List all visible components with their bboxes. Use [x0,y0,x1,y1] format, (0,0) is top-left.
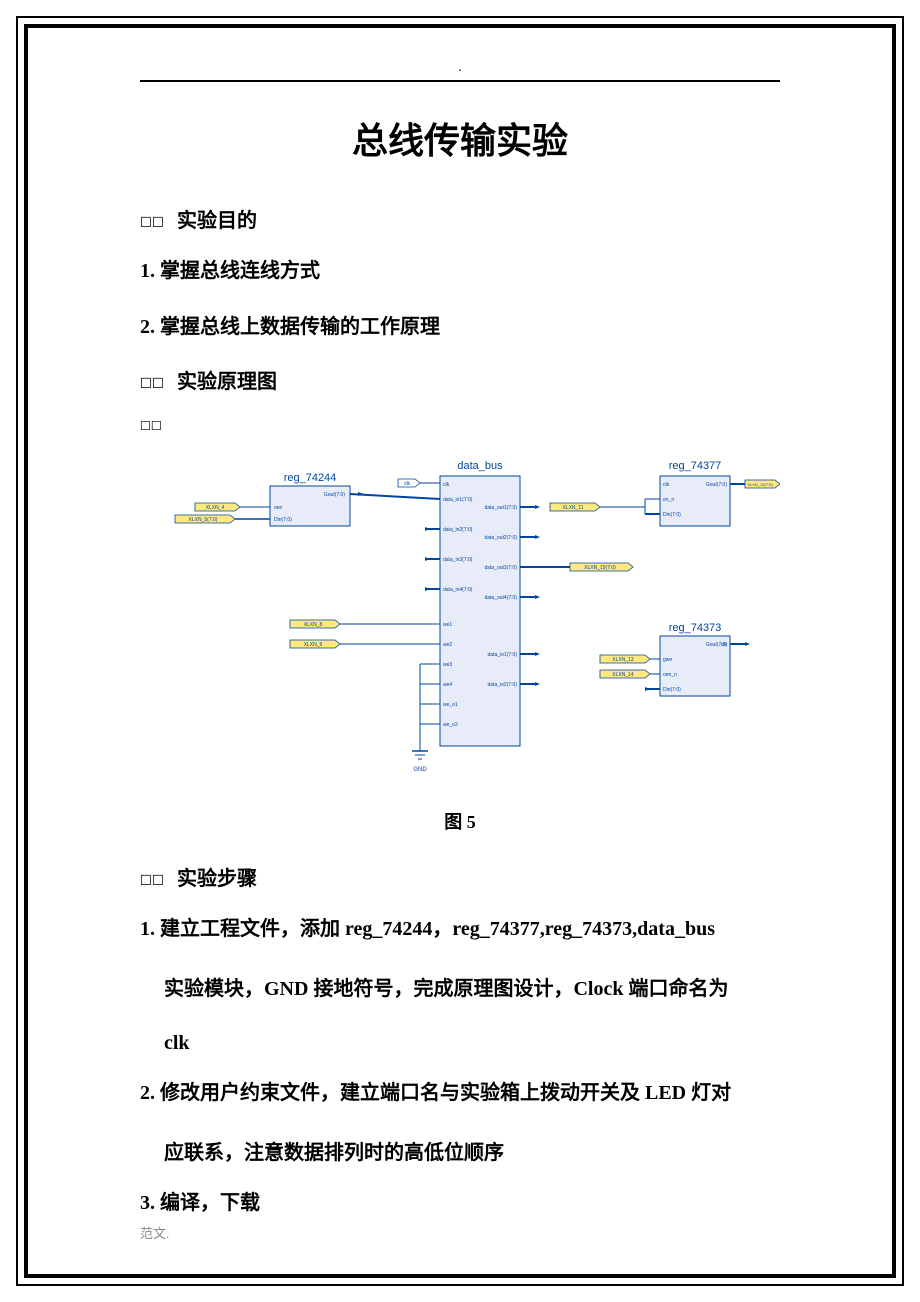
purpose-item-1: 1. 掌握总线连线方式 [140,253,780,289]
db-out4: data_out4(7:0) [484,595,517,601]
step-2-text2: 应联系，注意数据排列时的高低位顺序 [140,1131,780,1175]
step-item-2: 2. 修改用户约束文件，建立端口名与实验箱上拨动开关及 LED 灯对 [140,1075,780,1111]
step-3-text: 编译，下载 [160,1192,260,1214]
arrow-373-out [745,642,750,646]
step-1-text3: clk [140,1021,780,1065]
db-io1: data_io1(7:0) [488,652,518,658]
reg-74244-din: Din(7:0) [274,517,292,523]
purpose-item-1-text: 掌握总线连线方式 [160,260,320,282]
arrow-out4 [535,595,540,599]
r377-din: Din(7:0) [663,512,681,518]
steps-heading-text: 实验步骤 [177,868,257,890]
net-xlxn9-text: XLXN_9 [304,642,323,648]
net-xlxn5-text: XLXN_5(7:0) [189,517,218,523]
db-clk: clk [443,482,450,488]
db-in3: data_in3(7:0) [443,557,473,563]
r373-din: Din(7:0) [663,687,681,693]
step-3-num: 3. [140,1185,155,1221]
empty-bullet: ☐☐ [140,414,780,435]
step-1-text: 建立工程文件，添加 reg_74244，reg_74377,reg_74373,… [160,918,715,940]
net-xlxn8-text: XLXN_8 [304,622,323,628]
r377-gout: Gout(7:0) [706,482,727,488]
document-title: 总线传输实验 [140,112,780,164]
figure-caption: 图 5 [140,808,780,834]
r373-gout: Gout(7:0) [706,642,727,648]
purpose-item-2: 2. 掌握总线上数据传输的工作原理 [140,309,780,345]
db-weo1: we_o1 [443,702,458,708]
reg-74244-oen: oen [274,505,283,511]
db-we4: we4 [443,682,452,688]
reg-74373-label: reg_74373 [669,622,722,634]
schematic-diagram: reg_74244 Gout(7:0) oen Din(7:0) XLXN_4 … [140,451,780,834]
section-purpose-heading: ☐☐ 实验目的 [140,204,780,233]
net-xlxn15-text: XLXN_15(7:0) [584,565,616,571]
step-2-num: 2. [140,1075,155,1111]
document-content: . 总线传输实验 ☐☐ 实验目的 1. 掌握总线连线方式 2. 掌握总线上数据传… [140,60,780,1242]
step-1-num: 1. [140,911,155,947]
net-xlxn13-text: XLXN_13 [612,657,634,663]
purpose-item-2-num: 2. [140,309,155,345]
db-we3: we3 [443,662,452,668]
arrow-out1 [535,505,540,509]
db-out3: data_out3(7:0) [484,565,517,571]
r373-oen: oen_n [663,672,677,678]
arrow-io2 [535,682,540,686]
header-mark: . [140,60,780,76]
reg-74377-label: reg_74377 [669,460,722,472]
diagram-heading-text: 实验原理图 [177,371,277,393]
schematic-svg: reg_74244 Gout(7:0) oen Din(7:0) XLXN_4 … [140,451,780,791]
purpose-bullet: ☐☐ [140,208,172,232]
reg-74244-label: reg_74244 [284,472,337,484]
reg-74244-gout: Gout(7:0) [324,492,345,498]
db-we1: we1 [443,622,452,628]
net-xlxn11-text: XLXN_11 [562,505,583,511]
arrow-io1 [535,652,540,656]
steps-bullet: ☐☐ [140,866,172,890]
db-in2: data_in2(7:0) [443,527,473,533]
section-steps-heading: ☐☐ 实验步骤 [140,862,780,891]
db-we2: we2 [443,642,452,648]
arrow-in2 [425,527,430,531]
diagram-bullet: ☐☐ [140,369,172,393]
wire-74244-bus [350,494,440,499]
arrow-in4 [425,587,430,591]
net-xlxn14-text: XLXN_14 [612,672,634,678]
arrow-in3 [425,557,430,561]
db-in4: data_in4(7:0) [443,587,473,593]
footer-text: 范文. [140,1223,169,1242]
step-item-3: 3. 编译，下载 [140,1185,780,1221]
section-diagram-heading: ☐☐ 实验原理图 [140,365,780,394]
db-out2: data_out2(7:0) [484,535,517,541]
r377-clk: clk [663,482,670,488]
db-out1: data_out1(7:0) [484,505,517,511]
db-in1: data_in1(7:0) [443,497,473,503]
data-bus-label: data_bus [457,460,503,472]
arrow-out2 [535,535,540,539]
r373-gwe: gwe [663,657,672,663]
net-clk-text: clk [404,481,411,487]
header-rule [140,80,780,82]
step-1-text2: 实验模块，GND 接地符号，完成原理图设计，Clock 端口命名为 [140,967,780,1011]
arrow-373-din [645,687,650,691]
purpose-item-1-num: 1. [140,253,155,289]
gnd-label: GND [413,767,427,773]
step-item-1: 1. 建立工程文件，添加 reg_74244，reg_74377,reg_743… [140,911,780,947]
net-xlxn4-text: XLXN_4 [206,505,225,511]
db-io2: data_io2(7:0) [488,682,518,688]
purpose-item-2-text: 掌握总线上数据传输的工作原理 [160,316,440,338]
db-weo2: we_o2 [443,722,458,728]
net-xlxn12-text: XLXN_12(7:0) [747,482,773,487]
purpose-heading-text: 实验目的 [177,210,257,232]
step-2-text: 修改用户约束文件，建立端口名与实验箱上拨动开关及 LED 灯对 [160,1082,731,1104]
r377-en: en_n [663,497,674,503]
